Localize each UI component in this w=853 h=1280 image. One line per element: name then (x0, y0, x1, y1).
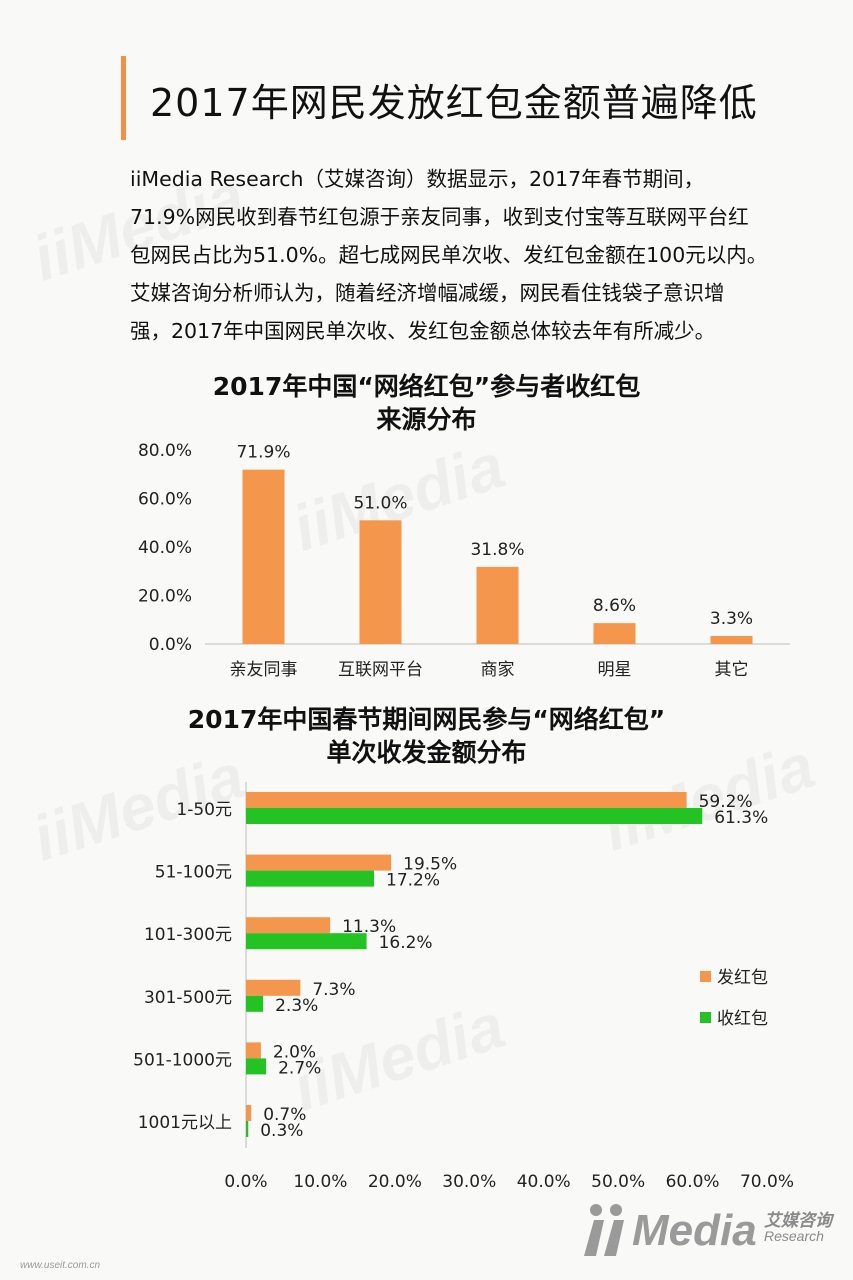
bar (246, 854, 392, 871)
data-label: 2.7% (278, 1058, 321, 1078)
bar (710, 635, 753, 644)
x-tick-label: 10.0% (293, 1172, 347, 1192)
y-tick-label: 20.0% (138, 587, 192, 607)
x-tick-label: 亲友同事 (230, 660, 298, 680)
chart2-title-line: 单次收发金额分布 (326, 738, 527, 767)
bar (246, 1121, 249, 1137)
logo-word: Media (632, 1206, 757, 1255)
y-tick-label: 60.0% (138, 490, 192, 510)
paragraph-line: 强，2017年中国网民单次收、发红包金额总体较去年有所减少。 (130, 319, 716, 343)
x-tick-label: 其它 (715, 660, 749, 680)
paragraph-line: 包网民占比为51.0%。超七成网民单次收、发红包金额在100元以内。 (130, 243, 768, 267)
y-tick-label: 101-300元 (144, 925, 232, 945)
intro-paragraph: iiMedia Research（艾媒咨询）数据显示，2017年春节期间， 71… (130, 160, 800, 350)
bar (359, 520, 402, 644)
chart2-title-line: 2017年中国春节期间网民参与“网络红包” (187, 705, 666, 734)
data-label: 61.3% (714, 808, 768, 828)
logo-mark-icon (584, 1204, 624, 1256)
bar (246, 1042, 261, 1059)
chart1-title-line: 来源分布 (376, 405, 477, 434)
data-label: 16.2% (379, 933, 433, 953)
x-tick-label: 60.0% (666, 1172, 720, 1192)
x-tick-label: 40.0% (517, 1172, 571, 1192)
paragraph-line: 71.9%网民收到春节红包源于亲友同事，收到支付宝等互联网平台红 (130, 205, 749, 229)
y-tick-label: 40.0% (138, 538, 192, 558)
data-label: 0.7% (263, 1105, 306, 1125)
legend-swatch (700, 971, 711, 982)
title-accent-bar (121, 56, 126, 140)
bar (246, 808, 703, 824)
chart2-title: 2017年中国春节期间网民参与“网络红包” 单次收发金额分布 (0, 703, 853, 769)
legend-swatch (700, 1012, 711, 1023)
paragraph-line: 艾媒咨询分析师认为，随着经济增幅减缓，网民看住钱袋子意识增 (130, 281, 725, 305)
x-tick-label: 0.0% (224, 1172, 267, 1192)
page-title: 2017年网民发放红包金额普遍降低 (150, 81, 758, 125)
x-tick-label: 明星 (598, 660, 632, 680)
bar (246, 1105, 252, 1121)
bar (246, 1058, 267, 1075)
bar (246, 870, 375, 887)
data-label: 19.5% (403, 855, 457, 875)
data-label: 51.0% (353, 493, 407, 513)
iimedia-logo: Media 艾媒咨询 Research (582, 1200, 832, 1260)
y-tick-label: 301-500元 (144, 988, 232, 1008)
legend-label: 发红包 (717, 968, 768, 988)
chart1-title-line: 2017年中国“网络红包”参与者收红包 (212, 372, 641, 401)
data-label: 17.2% (386, 871, 440, 891)
data-label: 2.3% (275, 996, 318, 1016)
data-label: 3.3% (710, 609, 753, 629)
x-tick-label: 互联网平台 (338, 660, 423, 680)
x-tick-label: 商家 (481, 660, 515, 680)
bar (476, 566, 519, 644)
y-tick-label: 51-100元 (155, 863, 232, 883)
bar (246, 979, 301, 996)
chart1-title: 2017年中国“网络红包”参与者收红包 来源分布 (0, 370, 853, 436)
bar (593, 623, 636, 644)
data-label: 2.0% (273, 1042, 316, 1062)
footer-url: www.useit.com.cn (20, 1260, 101, 1271)
data-label: 71.9% (236, 443, 290, 463)
y-tick-label: 80.0% (138, 441, 192, 461)
x-tick-label: 70.0% (740, 1172, 794, 1192)
data-label: 7.3% (312, 980, 355, 1000)
y-tick-label: 1-50元 (176, 800, 232, 820)
bar (246, 917, 331, 934)
paragraph-line: iiMedia Research（艾媒咨询）数据显示，2017年春节期间， (130, 167, 705, 191)
x-tick-label: 50.0% (591, 1172, 645, 1192)
y-tick-label: 1001元以上 (138, 1113, 232, 1133)
y-tick-label: 0.0% (149, 635, 192, 655)
bar (242, 469, 285, 644)
logo-cn: 艾媒咨询 (764, 1211, 832, 1231)
data-label: 0.3% (260, 1121, 303, 1141)
bar (246, 792, 687, 808)
data-label: 31.8% (470, 540, 524, 560)
y-tick-label: 501-1000元 (133, 1050, 232, 1070)
bar (246, 995, 264, 1012)
x-tick-label: 20.0% (368, 1172, 422, 1192)
data-label: 11.3% (342, 917, 396, 937)
logo-en: Research (764, 1228, 824, 1244)
data-label: 59.2% (699, 792, 753, 812)
x-tick-label: 30.0% (442, 1172, 496, 1192)
bar (246, 933, 367, 950)
legend-label: 收红包 (717, 1009, 768, 1029)
data-label: 8.6% (593, 596, 636, 616)
